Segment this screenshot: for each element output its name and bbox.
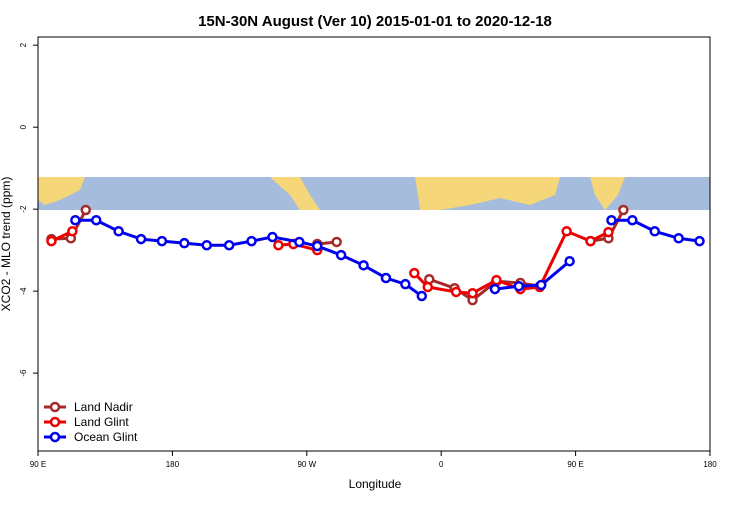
point bbox=[223, 239, 235, 251]
point bbox=[80, 204, 92, 216]
point bbox=[267, 231, 278, 243]
point bbox=[135, 233, 147, 245]
point bbox=[618, 204, 629, 216]
y-tick-label: 0 bbox=[19, 124, 28, 129]
point bbox=[416, 290, 428, 302]
x-axis-label: Longitude bbox=[349, 477, 402, 491]
point bbox=[246, 235, 257, 247]
x-tick-label: 0 bbox=[439, 460, 444, 469]
plot-frame bbox=[37, 36, 711, 452]
map-land bbox=[590, 177, 625, 210]
point bbox=[294, 236, 305, 248]
point bbox=[694, 235, 705, 247]
y-tick-label: 2 bbox=[19, 42, 28, 47]
point bbox=[312, 240, 323, 252]
point bbox=[561, 226, 572, 237]
legend-label: Ocean Glint bbox=[74, 430, 138, 444]
legend-marker bbox=[49, 401, 61, 413]
point bbox=[335, 249, 347, 261]
point bbox=[627, 214, 638, 226]
legend-marker bbox=[49, 416, 61, 428]
point bbox=[90, 214, 102, 226]
point bbox=[467, 287, 478, 299]
point bbox=[380, 272, 392, 284]
point bbox=[603, 226, 614, 238]
point bbox=[70, 214, 81, 226]
point bbox=[673, 233, 684, 244]
map-land bbox=[270, 177, 320, 210]
x-tick-label: 180 bbox=[166, 460, 180, 469]
legend-marker bbox=[49, 431, 61, 443]
point bbox=[358, 260, 369, 271]
y-axis-label: XCO2 - MLO trend (ppm) bbox=[0, 177, 13, 312]
world-map-strip bbox=[38, 177, 710, 210]
point bbox=[491, 274, 502, 286]
point bbox=[564, 255, 575, 267]
point bbox=[331, 236, 342, 248]
map-land bbox=[38, 177, 85, 205]
point bbox=[649, 226, 660, 237]
x-tick-label: 180 bbox=[703, 460, 717, 469]
point bbox=[156, 235, 168, 247]
point bbox=[489, 283, 501, 295]
point bbox=[179, 237, 190, 249]
chart-title: 15N-30N August (Ver 10) 2015-01-01 to 20… bbox=[198, 13, 552, 30]
point bbox=[67, 226, 78, 237]
point bbox=[450, 286, 462, 298]
x-tick-label: 90 W bbox=[297, 460, 316, 469]
point bbox=[201, 239, 212, 251]
point bbox=[400, 278, 411, 290]
point bbox=[113, 226, 124, 237]
legend-label: Land Nadir bbox=[74, 400, 133, 414]
point bbox=[585, 235, 596, 247]
point bbox=[273, 239, 284, 251]
x-tick-label: 90 E bbox=[567, 460, 583, 469]
point bbox=[536, 279, 547, 291]
point bbox=[422, 281, 434, 293]
y-tick-label: -2 bbox=[19, 205, 28, 213]
y-tick-label: -6 bbox=[19, 369, 28, 377]
map-land bbox=[415, 177, 560, 210]
y-tick-label: -4 bbox=[19, 287, 28, 295]
x-tick-label: 90 E bbox=[30, 460, 46, 469]
point bbox=[409, 267, 420, 279]
legend-label: Land Glint bbox=[74, 415, 129, 429]
point bbox=[46, 235, 57, 247]
point bbox=[513, 280, 525, 292]
point bbox=[606, 214, 617, 226]
